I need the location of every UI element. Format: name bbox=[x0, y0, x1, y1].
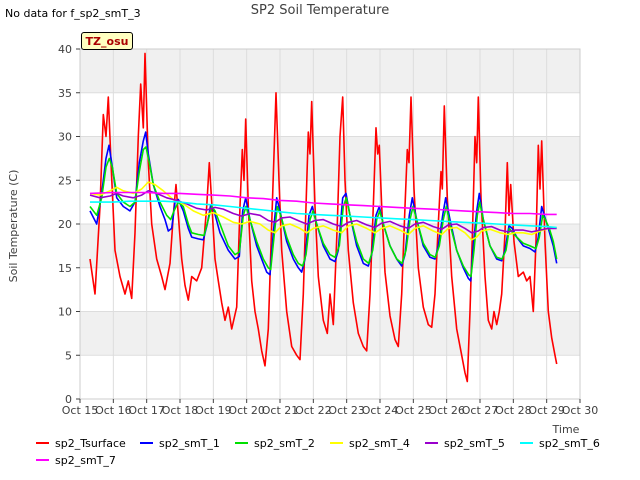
y-tick-label: 10 bbox=[58, 306, 72, 319]
series-line-sp2_smT_6 bbox=[90, 200, 557, 229]
y-axis-ticks: 0 5 10 15 20 25 30 35 40 bbox=[58, 43, 80, 406]
x-tick-label: Oct 27 bbox=[462, 404, 499, 417]
x-tick-label: Oct 28 bbox=[495, 404, 532, 417]
band-25-30 bbox=[80, 136, 580, 181]
series-line-sp2_smT_5 bbox=[89, 190, 557, 234]
series-line-sp2_Tsurface bbox=[89, 52, 558, 383]
y-tick-label: 30 bbox=[58, 131, 72, 144]
legend-item-sp2_smT_5: sp2_smT_5 bbox=[425, 437, 505, 451]
x-axis-label: Time bbox=[552, 423, 580, 436]
series-line-sp2_smT_2 bbox=[89, 146, 558, 278]
x-tick-label: Oct 30 bbox=[562, 404, 599, 417]
series-line-sp2_smT_1 bbox=[89, 131, 558, 282]
legend-swatch bbox=[425, 442, 438, 444]
legend-label: sp2_smT_6 bbox=[539, 437, 600, 450]
y-tick-label: 35 bbox=[58, 87, 72, 100]
y-tick-label: 0 bbox=[65, 393, 72, 406]
legend-swatch bbox=[235, 442, 248, 444]
legend-swatch bbox=[36, 459, 49, 461]
y-tick-label: 5 bbox=[65, 349, 72, 362]
y-tick-label: 15 bbox=[58, 262, 72, 275]
y-tick-label: 20 bbox=[58, 218, 72, 231]
series-lines bbox=[89, 52, 558, 383]
legend-label: sp2_smT_7 bbox=[55, 454, 116, 467]
x-tick-label: Oct 15 bbox=[62, 404, 99, 417]
series-line-sp2_smT_7 bbox=[89, 191, 557, 216]
legend-swatch bbox=[520, 442, 533, 444]
legend-item-sp2_Tsurface: sp2_Tsurface bbox=[36, 437, 126, 451]
no-data-message: No data for f_sp2_smT_3 bbox=[5, 7, 141, 20]
chart-title: SP2 Soil Temperature bbox=[250, 3, 390, 18]
legend-label: sp2_Tsurface bbox=[55, 437, 126, 450]
x-tick-label: Oct 21 bbox=[262, 404, 299, 417]
y-tick-label: 25 bbox=[58, 174, 72, 187]
x-tick-label: Oct 18 bbox=[162, 404, 199, 417]
y-tick-label: 40 bbox=[58, 43, 72, 56]
band-30-35 bbox=[80, 92, 580, 137]
legend-swatch bbox=[36, 442, 49, 444]
x-tick-label: Oct 23 bbox=[328, 404, 365, 417]
band-35-40 bbox=[80, 49, 580, 93]
x-tick-label: Oct 25 bbox=[395, 404, 432, 417]
x-tick-label: Oct 20 bbox=[228, 404, 265, 417]
y-axis-label: Soil Temperature (C) bbox=[7, 170, 20, 283]
legend-item-sp2_smT_2: sp2_smT_2 bbox=[235, 437, 315, 451]
legend-item-sp2_smT_1: sp2_smT_1 bbox=[140, 437, 220, 451]
band-5-10 bbox=[80, 311, 580, 356]
legend-item-sp2_smT_4: sp2_smT_4 bbox=[330, 437, 410, 451]
legend-label: sp2_smT_4 bbox=[349, 437, 410, 450]
x-tick-label: Oct 16 bbox=[95, 404, 132, 417]
legend-label: sp2_smT_5 bbox=[444, 437, 505, 450]
legend-item-sp2_smT_6: sp2_smT_6 bbox=[520, 437, 600, 451]
x-tick-label: Oct 17 bbox=[128, 404, 165, 417]
legend-swatch bbox=[330, 442, 343, 444]
legend-label: sp2_smT_1 bbox=[159, 437, 220, 450]
x-tick-label: Oct 19 bbox=[195, 404, 232, 417]
legend-label: sp2_smT_2 bbox=[254, 437, 315, 450]
x-tick-label: Oct 29 bbox=[528, 404, 565, 417]
x-tick-label: Oct 22 bbox=[295, 404, 332, 417]
legend-swatch bbox=[140, 442, 153, 444]
timezone-badge: TZ_osu bbox=[81, 32, 133, 50]
x-tick-label: Oct 24 bbox=[362, 404, 399, 417]
x-tick-label: Oct 26 bbox=[428, 404, 465, 417]
legend-item-sp2_smT_7: sp2_smT_7 bbox=[36, 454, 116, 468]
band-0-5 bbox=[80, 355, 580, 399]
